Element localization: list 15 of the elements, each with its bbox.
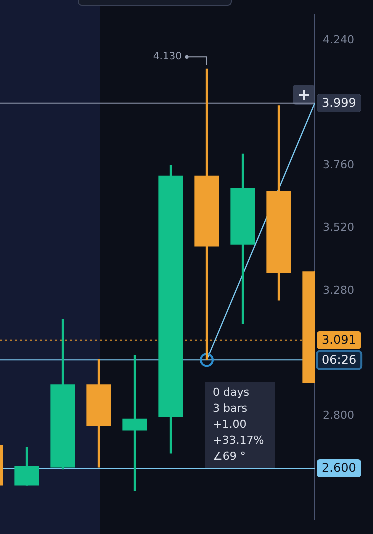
annotation: 4.130 — [153, 52, 182, 63]
y-tick-label: 3.760 — [323, 158, 354, 172]
y-tick-label: 3.520 — [323, 221, 354, 234]
y-tick-label: 2.800 — [323, 409, 354, 422]
annotation: ∠69 ° — [213, 449, 247, 465]
text: 06:26 — [322, 352, 357, 367]
y-tick-label: 4.240 — [323, 33, 354, 46]
ref-line-label: 3.999 — [322, 96, 356, 110]
annotation: 0 days — [213, 385, 250, 401]
ref-line-label: 3.091 — [322, 332, 356, 347]
annotation: +33.17% — [213, 433, 266, 449]
annotation: +1.00 — [213, 417, 248, 433]
annotation: 3 bars — [213, 401, 248, 417]
y-tick-label: 3.280 — [323, 284, 354, 297]
ref-line-label: 2.600 — [322, 461, 356, 476]
